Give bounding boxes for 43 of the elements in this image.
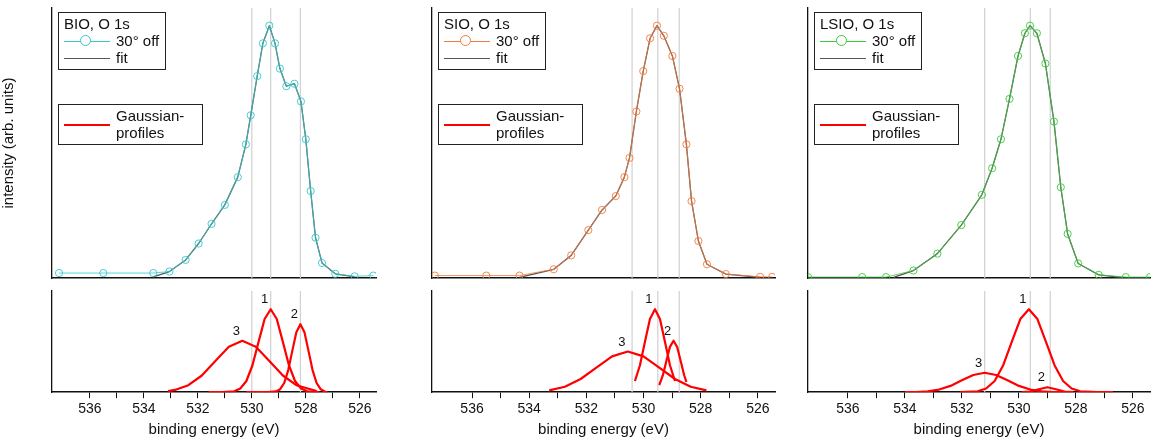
legend-label: 30° off — [116, 32, 160, 49]
x-tick-label: 530 — [1007, 400, 1031, 417]
x-tick-label: 536 — [78, 400, 102, 417]
x-tick-label: 528 — [294, 400, 318, 417]
legend-label: 30° off — [872, 32, 916, 49]
legend-title: SIO, O 1s — [444, 15, 511, 32]
annotation: 1 — [645, 291, 653, 307]
legend-label: Gaussian-profiles — [872, 107, 942, 141]
annotation: 3 — [975, 354, 983, 370]
x-tick-label: 532 — [574, 400, 599, 417]
legend-label: Gaussian-profiles — [496, 107, 566, 141]
legend-title: LSIO, O 1s — [820, 15, 896, 32]
annotation: 1 — [1019, 291, 1027, 307]
x-tick-label: 526 — [1121, 400, 1145, 417]
x-tick-label: 534 — [517, 400, 542, 417]
x-axis-title: binding energy (eV) — [538, 420, 669, 438]
legend-label: Gaussian-profiles — [116, 107, 186, 141]
annotation: 2 — [1037, 369, 1046, 385]
annotation: 3 — [618, 333, 626, 349]
x-tick-label: 528 — [689, 400, 713, 417]
x-tick-label: 526 — [746, 400, 770, 417]
x-tick-label: 530 — [240, 400, 264, 417]
annotation: 3 — [232, 322, 240, 338]
x-tick-label: 526 — [348, 400, 372, 417]
x-tick-label: 534 — [893, 400, 917, 417]
annotation: 2 — [663, 322, 672, 338]
x-axis-title: binding energy (eV) — [148, 420, 280, 438]
y-axis-title: intensity (arb. units) — [0, 77, 17, 209]
x-tick-label: 534 — [132, 400, 156, 417]
x-tick-label: 530 — [631, 400, 656, 417]
legend-label: fit — [872, 49, 884, 66]
legend-label: 30° off — [496, 32, 540, 49]
x-tick-label: 536 — [460, 400, 484, 417]
legend-title: BIO, O 1s — [64, 15, 131, 32]
x-tick-label: 532 — [186, 400, 210, 417]
legend-label: fit — [496, 49, 508, 66]
annotation: 1 — [261, 291, 269, 307]
x-tick-label: 528 — [1064, 400, 1088, 417]
x-axis-title: binding energy (eV) — [913, 420, 1045, 438]
x-tick-label: 532 — [950, 400, 974, 417]
x-tick-label: 536 — [836, 400, 860, 417]
annotation: 2 — [290, 306, 299, 322]
legend-label: fit — [116, 49, 128, 66]
